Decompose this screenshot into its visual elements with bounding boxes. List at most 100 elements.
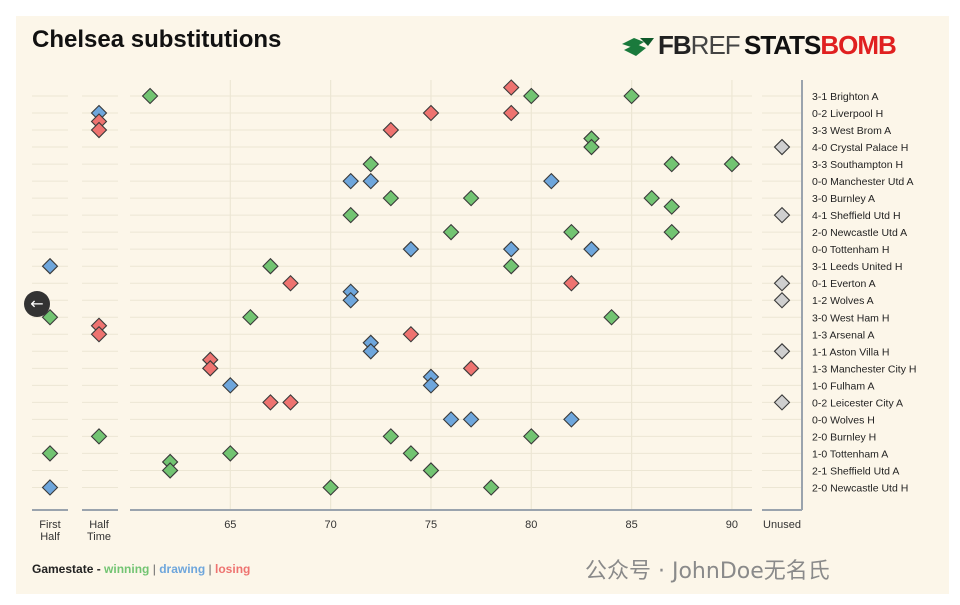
match-label: 2-0 Newcastle Utd A (812, 227, 907, 239)
match-label: 2-0 Newcastle Utd H (812, 482, 908, 494)
x-tick-label: 65 (224, 519, 236, 531)
match-label: 4-0 Crystal Palace H (812, 142, 908, 154)
substitution-marker (282, 394, 299, 411)
substitution-marker (282, 274, 299, 292)
chart-title: Chelsea substitutions (32, 26, 282, 53)
arrow-left-icon: ← (30, 294, 44, 313)
substitution-marker (462, 189, 480, 207)
substitution-marker (141, 87, 159, 105)
substitution-marker (442, 223, 460, 241)
substitution-marker (773, 291, 791, 309)
match-label: 0-0 Manchester Utd A (812, 176, 914, 188)
substitution-marker (502, 79, 520, 96)
substitution-marker (201, 360, 219, 377)
substitution-marker (723, 155, 741, 173)
substitution-marker (583, 138, 600, 156)
fbref-logo: FBREF (658, 30, 741, 61)
watermark: 公众号 · JohnDoe无名氏 (585, 559, 830, 584)
substitution-marker (222, 377, 239, 394)
substitution-marker (422, 104, 440, 122)
substitution-marker (262, 394, 279, 411)
match-label: 3-1 Brighton A (812, 91, 879, 103)
substitution-marker (523, 428, 540, 445)
substitution-marker (362, 172, 380, 190)
legend-losing: losing (215, 562, 251, 576)
match-label: 1-3 Manchester City H (812, 363, 916, 375)
substitution-marker (41, 308, 59, 326)
substitution-marker (583, 240, 600, 258)
match-label: 2-1 Sheffield Utd A (812, 465, 899, 477)
match-label: 1-1 Aston Villa H (812, 346, 889, 358)
substitution-marker (773, 394, 791, 411)
legend-prefix: Gamestate - (32, 562, 101, 576)
substitution-marker (502, 104, 520, 122)
match-label: 0-2 Leicester City A (812, 397, 903, 409)
substitution-marker (242, 308, 259, 326)
substitution-marker (773, 343, 791, 360)
match-label: 0-2 Liverpool H (812, 108, 883, 120)
substitution-marker (663, 155, 681, 173)
substitution-marker (773, 206, 791, 224)
panel-label: Unused (763, 519, 801, 531)
substitution-marker (422, 377, 440, 394)
substitution-marker (161, 462, 179, 479)
legend-separator: | (152, 562, 156, 576)
substitution-marker (422, 462, 440, 479)
substitution-marker (563, 274, 580, 292)
panel-label: Half (89, 519, 110, 531)
x-tick-label: 85 (625, 519, 637, 531)
substitution-marker (41, 257, 59, 275)
substitution-marker (342, 206, 359, 224)
fbref-logo-icon (622, 38, 654, 56)
substitution-marker (41, 479, 59, 496)
substitution-marker (482, 479, 500, 496)
substitution-marker (362, 343, 380, 360)
statsbomb-suffix: BOMB (820, 30, 896, 60)
match-label: 1-0 Tottenham A (812, 448, 888, 460)
fbref-suffix: REF (690, 30, 741, 60)
substitution-marker (342, 172, 359, 190)
substitution-marker (643, 189, 660, 207)
match-label: 1-2 Wolves A (812, 295, 874, 307)
match-label: 1-3 Arsenal A (812, 329, 874, 341)
substitution-marker (342, 291, 359, 309)
substitution-marker (502, 240, 520, 258)
substitution-marker (90, 326, 108, 343)
substitution-marker (402, 445, 420, 462)
substitution-marker (773, 138, 791, 156)
substitution-marker (262, 257, 279, 275)
substitution-marker (402, 240, 420, 258)
substitution-marker (322, 479, 339, 496)
match-label: 4-1 Sheffield Utd H (812, 210, 901, 222)
x-tick-label: 90 (726, 519, 738, 531)
statsbomb-logo: STATSBOMB (744, 30, 897, 61)
legend-winning: winning (104, 562, 150, 576)
panel-label: Time (87, 531, 111, 543)
substitution-marker (623, 87, 640, 105)
statsbomb-prefix: STATS (744, 30, 821, 60)
substitution-marker (41, 445, 59, 462)
match-label: 1-0 Fulham A (812, 380, 874, 392)
substitution-marker (462, 411, 480, 428)
substitution-marker (502, 257, 520, 275)
chart-card (16, 16, 949, 594)
substitution-marker (442, 411, 460, 428)
x-tick-label: 75 (425, 519, 437, 531)
legend: Gamestate - winning | drawing | losing (32, 562, 250, 576)
match-label: 0-0 Tottenham H (812, 244, 889, 256)
substitution-marker (563, 223, 580, 241)
match-label: 0-0 Wolves H (812, 414, 875, 426)
substitution-marker (90, 428, 108, 445)
legend-separator: | (208, 562, 212, 576)
back-button[interactable]: ← (24, 291, 50, 317)
legend-drawing: drawing (159, 562, 206, 576)
substitution-marker (773, 274, 791, 292)
substitution-marker (402, 326, 420, 343)
substitution-marker (382, 189, 400, 207)
substitution-marker (382, 428, 400, 445)
match-label: 2-0 Burnley H (812, 431, 876, 443)
match-label: 3-1 Leeds United H (812, 261, 902, 273)
panel-label: Half (40, 531, 61, 543)
fbref-prefix: FB (658, 30, 692, 60)
